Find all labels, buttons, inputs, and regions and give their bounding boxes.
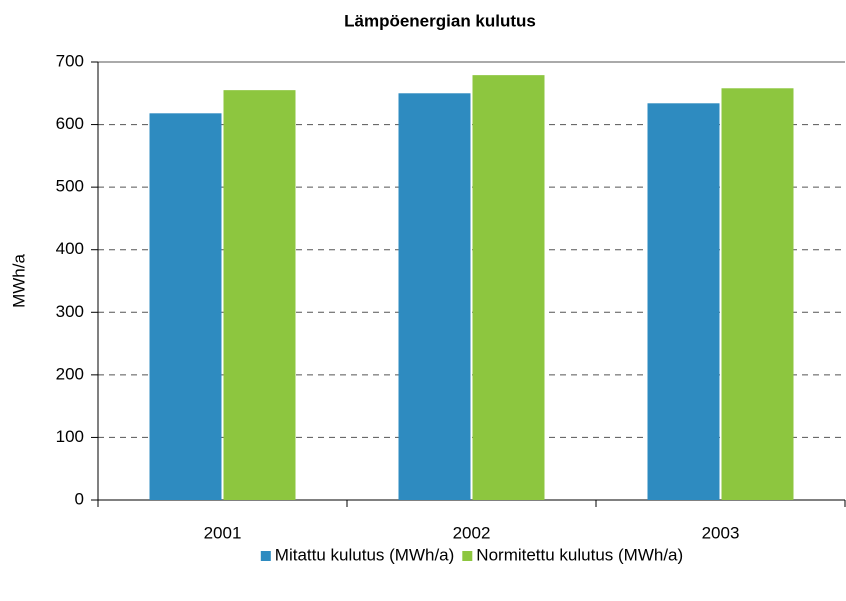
y-axis-label: MWh/a xyxy=(9,254,28,308)
bar xyxy=(223,90,296,501)
bar xyxy=(721,88,794,500)
x-tick-label: 2001 xyxy=(204,523,242,542)
chart-title: Lämpöenergian kulutus xyxy=(344,11,536,30)
y-tick-label: 700 xyxy=(56,51,84,70)
legend-swatch xyxy=(260,551,271,561)
y-tick-label: 100 xyxy=(56,427,84,446)
x-tick-label: 2003 xyxy=(702,523,740,542)
y-tick-label: 200 xyxy=(56,364,84,383)
x-tick-label: 2002 xyxy=(453,523,491,542)
legend-label: Normitettu kulutus (MWh/a) xyxy=(476,545,683,564)
y-tick-label: 600 xyxy=(56,114,84,133)
y-tick-label: 0 xyxy=(75,489,84,508)
y-tick-label: 400 xyxy=(56,239,84,258)
bar xyxy=(647,103,720,500)
bar xyxy=(398,93,471,501)
bar xyxy=(149,113,222,501)
legend-label: Mitattu kulutus (MWh/a) xyxy=(275,545,455,564)
y-tick-label: 300 xyxy=(56,302,84,321)
y-tick-label: 500 xyxy=(56,177,84,196)
bar xyxy=(472,75,545,500)
legend-swatch xyxy=(462,551,473,561)
